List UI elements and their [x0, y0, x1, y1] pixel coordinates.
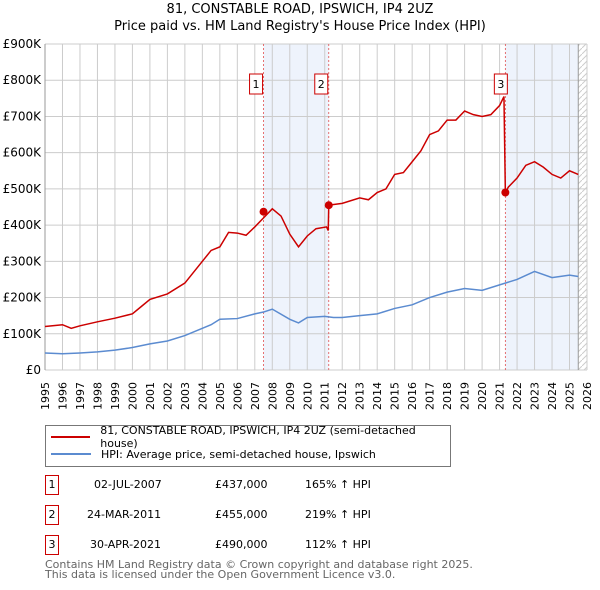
sale-price: £437,000 [215, 478, 268, 491]
sale-marker-box: 2 [45, 505, 59, 525]
x-tick-label: 2008 [266, 382, 279, 410]
sale-point [324, 201, 333, 210]
y-tick-label: £500K [3, 182, 43, 196]
x-tick-label: 2005 [214, 382, 227, 410]
footer-line-1: Contains HM Land Registry data © Crown c… [45, 558, 473, 571]
x-tick-label: 1998 [91, 382, 104, 410]
y-tick-label: £100K [3, 327, 43, 341]
x-tick-label: 2006 [231, 382, 244, 410]
x-tick-label: 2012 [336, 382, 349, 410]
x-tick-label: 2011 [319, 382, 332, 410]
sale-row: 1 02-JUL-2007 £437,000 165% ↑ HPI [45, 475, 445, 495]
legend-label-hpi: HPI: Average price, semi-detached house,… [101, 447, 376, 461]
x-tick-label: 2009 [284, 382, 297, 410]
sale-label: 3 [497, 78, 504, 91]
sale-hpi: 165% ↑ HPI [305, 478, 371, 491]
sale-label-box [249, 73, 264, 95]
x-tick-label: 2015 [389, 382, 402, 410]
x-tick-label: 2024 [546, 382, 559, 410]
sale-row: 3 30-APR-2021 £490,000 112% ↑ HPI [45, 535, 445, 555]
x-tick-label: 2026 [581, 382, 594, 410]
shaded-region [505, 44, 579, 370]
chart-subtitle: Price paid vs. HM Land Registry's House … [114, 19, 486, 34]
x-tick-label: 2013 [354, 382, 367, 410]
sale-price: £455,000 [215, 508, 268, 521]
legend-label-property: 81, CONSTABLE ROAD, IPSWICH, IP4 2UZ (se… [100, 424, 416, 450]
x-tick-label: 2025 [564, 382, 577, 410]
x-tick-label: 2023 [529, 382, 542, 410]
x-tick-label: 2016 [406, 382, 419, 410]
x-tick-label: 2021 [494, 382, 507, 410]
sale-date: 30-APR-2021 [90, 538, 162, 551]
x-tick-label: 2004 [196, 382, 209, 410]
sale-label: 2 [318, 78, 325, 91]
footer-line-2: This data is licensed under the Open Gov… [45, 568, 396, 581]
y-tick-label: £0 [26, 363, 41, 377]
x-tick-label: 2007 [249, 382, 262, 410]
sale-label-box [314, 73, 329, 95]
sale-hpi: 219% ↑ HPI [305, 508, 371, 521]
y-tick-label: £800K [3, 73, 43, 87]
x-tick-label: 1999 [109, 382, 122, 410]
x-tick-label: 2000 [126, 382, 139, 410]
x-tick-label: 2010 [301, 382, 314, 410]
y-tick-label: £300K [3, 254, 43, 268]
hpi-line [44, 270, 579, 355]
x-tick-label: 1995 [39, 382, 52, 410]
x-tick-label: 2018 [441, 382, 454, 410]
sale-label-box [493, 73, 508, 95]
chart-title: 81, CONSTABLE ROAD, IPSWICH, IP4 2UZ [166, 2, 434, 17]
legend-swatch-hpi [51, 453, 91, 455]
sale-date: 24-MAR-2011 [87, 508, 162, 521]
sale-marker-box: 1 [45, 475, 59, 495]
x-tick-label: 2003 [179, 382, 192, 410]
property-price-line [44, 96, 579, 330]
y-tick-label: £600K [3, 146, 43, 160]
sale-point [259, 207, 268, 216]
legend: 81, CONSTABLE ROAD, IPSWICH, IP4 2UZ (se… [45, 424, 451, 467]
x-tick-label: 2022 [511, 382, 524, 410]
x-tick-label: 2002 [161, 382, 174, 410]
sale-point [501, 188, 510, 197]
x-tick-label: 1997 [74, 382, 87, 410]
sale-price: £490,000 [215, 538, 268, 551]
y-tick-label: £900K [3, 37, 43, 51]
y-tick-label: £200K [3, 291, 43, 305]
sale-label: 1 [253, 78, 260, 91]
sale-date: 02-JUL-2007 [94, 478, 162, 491]
forecast-hatch [578, 44, 587, 370]
price-chart: 1995 1996 1997 1998 1999 2000 2001 2002 2003 2004… [3, 37, 594, 410]
x-tick-label: 2001 [144, 382, 157, 410]
shaded-region [263, 44, 329, 370]
y-tick-label: £400K [3, 218, 43, 232]
y-tick-label: £700K [3, 109, 43, 123]
sale-marker-box: 3 [45, 535, 59, 555]
x-tick-label: 2017 [424, 382, 437, 410]
x-tick-label: 2019 [459, 382, 472, 410]
footer: Contains HM Land Registry data © Crown c… [45, 558, 473, 581]
legend-swatch-property [51, 436, 91, 438]
x-tick-label: 2020 [476, 382, 489, 410]
x-tick-label: 1996 [56, 382, 69, 410]
sale-hpi: 112% ↑ HPI [305, 538, 371, 551]
x-tick-label: 2014 [371, 382, 384, 410]
sale-row: 2 24-MAR-2011 £455,000 219% ↑ HPI [45, 505, 445, 525]
